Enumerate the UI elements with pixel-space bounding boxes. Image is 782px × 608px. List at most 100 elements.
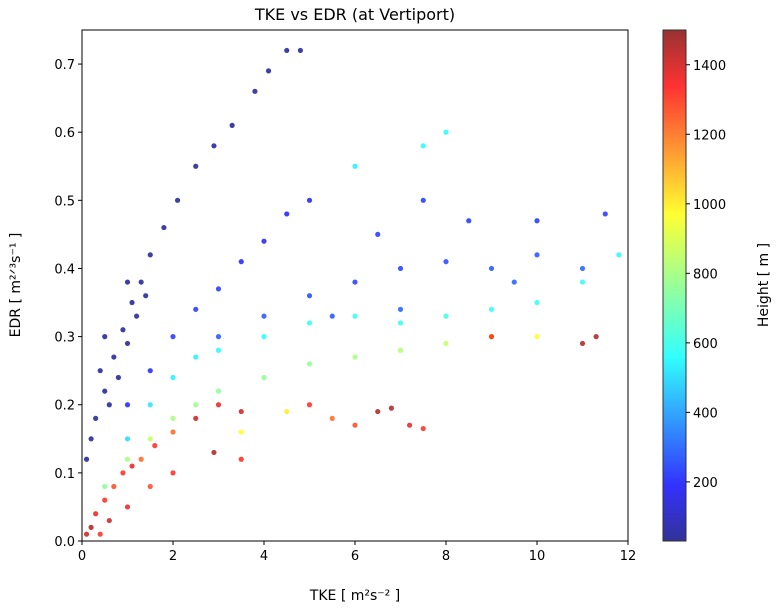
data-point	[261, 334, 267, 340]
colorbar-label: Height [ m ]	[756, 243, 772, 327]
data-point	[170, 374, 176, 381]
data-point	[238, 408, 244, 415]
data-point	[193, 354, 199, 360]
data-point	[124, 279, 131, 285]
data-point	[138, 279, 144, 285]
data-point	[306, 197, 313, 203]
data-point	[238, 429, 244, 435]
data-point	[215, 334, 222, 340]
colorbar	[662, 29, 687, 542]
data-point	[124, 340, 131, 347]
data-point	[161, 224, 167, 231]
x-tick-label: 10	[529, 549, 546, 564]
data-point	[111, 354, 117, 360]
data-point	[443, 129, 449, 135]
data-point	[193, 306, 199, 312]
data-point	[170, 415, 176, 421]
data-point	[261, 313, 267, 319]
data-point	[443, 259, 449, 265]
data-point	[124, 456, 131, 462]
colorbar-tick-label: 800	[693, 267, 718, 282]
data-point	[147, 483, 153, 490]
data-point	[93, 511, 99, 517]
data-point	[238, 259, 244, 265]
data-point	[120, 470, 126, 476]
data-point	[102, 497, 108, 503]
data-point	[170, 334, 176, 340]
data-point	[211, 449, 217, 456]
data-point	[147, 436, 153, 442]
data-point	[306, 402, 313, 408]
chart-title: TKE vs EDR (at Vertiport)	[254, 5, 455, 24]
data-point	[93, 415, 99, 421]
data-point	[215, 286, 222, 292]
data-point	[534, 299, 540, 306]
data-point	[488, 306, 495, 312]
data-point	[193, 163, 199, 169]
data-point	[511, 279, 517, 285]
data-point	[106, 517, 112, 524]
data-point	[420, 425, 426, 432]
data-point	[407, 422, 413, 428]
data-point	[375, 408, 381, 415]
data-point	[143, 293, 149, 299]
data-point	[265, 68, 272, 74]
x-tick-label: 4	[260, 549, 268, 564]
data-point	[238, 456, 244, 462]
data-point	[420, 143, 426, 149]
x-tick-label: 12	[620, 549, 637, 564]
data-point	[534, 334, 540, 340]
data-point	[397, 306, 404, 312]
colorbar-tick-label: 400	[693, 406, 718, 421]
data-point	[102, 483, 108, 490]
colorbar-tick-label: 1000	[693, 198, 726, 213]
data-point	[329, 415, 335, 421]
colorbar-axis: 200 400 600 800 1000 1200 1400	[686, 59, 726, 491]
x-axis: 0 2 4 6 8 10 12	[78, 541, 636, 564]
data-point	[252, 88, 258, 94]
points-layer	[83, 47, 622, 537]
data-point	[174, 197, 181, 203]
y-axis: 0.0 0.1 0.2 0.3 0.4 0.5 0.6 0.7	[54, 58, 82, 550]
y-tick-label: 0.5	[54, 194, 75, 209]
data-point	[124, 436, 131, 442]
data-point	[147, 252, 153, 258]
data-point	[215, 402, 222, 408]
data-point	[306, 293, 313, 299]
data-point	[352, 422, 358, 428]
data-point	[329, 313, 335, 319]
data-point	[352, 279, 358, 285]
data-point	[593, 334, 599, 340]
data-point	[443, 313, 449, 319]
data-point	[420, 197, 426, 203]
data-point	[534, 218, 540, 224]
y-tick-label: 0.0	[54, 535, 75, 550]
data-point	[152, 443, 158, 449]
data-point	[306, 361, 313, 367]
data-point	[170, 429, 176, 435]
data-point	[602, 211, 608, 217]
data-point	[124, 504, 131, 510]
data-point	[120, 327, 126, 333]
data-point	[88, 524, 94, 530]
data-point	[284, 47, 290, 54]
y-tick-label: 0.2	[54, 399, 75, 414]
data-point	[147, 368, 153, 374]
data-point	[297, 47, 303, 54]
data-point	[397, 320, 404, 326]
data-point	[443, 340, 449, 347]
x-axis-label: TKE [ m²s⁻² ]	[309, 588, 400, 604]
colorbar-tick-label: 1400	[693, 59, 726, 74]
data-point	[229, 122, 235, 128]
y-tick-label: 0.4	[54, 262, 75, 277]
data-point	[616, 252, 622, 258]
data-point	[147, 402, 153, 408]
plot-frame	[81, 29, 629, 542]
data-point	[115, 374, 121, 381]
data-point	[397, 347, 404, 353]
data-point	[375, 231, 381, 237]
colorbar-tick-label: 1200	[693, 128, 726, 143]
colorbar-tick-label: 200	[693, 476, 718, 491]
data-point	[397, 265, 404, 272]
data-point	[193, 415, 199, 421]
